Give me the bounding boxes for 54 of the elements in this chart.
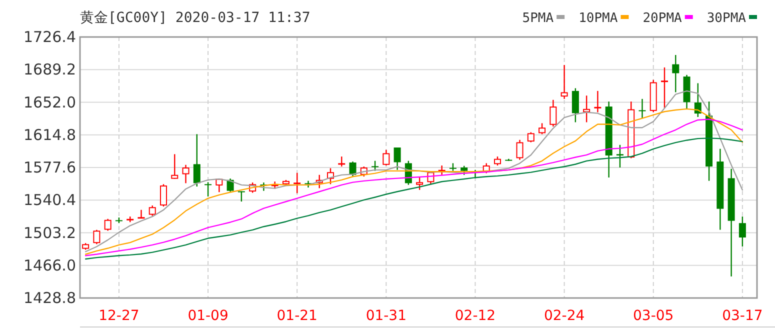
candlestick xyxy=(638,98,646,119)
candlestick xyxy=(416,176,424,190)
candlestick xyxy=(204,182,212,198)
y-tick-label: 1614.8 xyxy=(24,126,76,144)
y-tick-label: 1503.2 xyxy=(24,224,76,242)
candlestick xyxy=(516,139,524,160)
y-tick-label: 1652.0 xyxy=(24,93,76,112)
candlestick xyxy=(460,165,468,176)
x-tick-label: 01-09 xyxy=(188,308,228,324)
candlestick xyxy=(672,54,680,93)
y-tick-label: 1466.0 xyxy=(24,256,76,274)
y-tick-label: 1689.2 xyxy=(24,60,76,79)
candlestick xyxy=(104,218,112,232)
x-tick-label: 02-24 xyxy=(544,308,585,324)
candlestick xyxy=(560,64,568,100)
candlestick xyxy=(583,94,590,123)
candlestick xyxy=(148,204,156,216)
legend-label: 10PMA xyxy=(578,11,618,26)
line-series xyxy=(84,138,744,260)
candlestick xyxy=(527,132,534,143)
x-tick-label: 03-17 xyxy=(722,308,763,324)
candlestick xyxy=(171,154,178,180)
candlestick xyxy=(661,66,668,109)
y-tick-label: 1540.4 xyxy=(24,191,76,210)
candlestick xyxy=(538,122,546,135)
chart-title: 黄金[GC00Y] 2020-03-17 11:37 xyxy=(80,10,310,26)
candlestick xyxy=(372,160,379,172)
y-tick-label: 1577.6 xyxy=(24,158,76,176)
x-tick-label: 01-21 xyxy=(276,308,318,324)
candlestick xyxy=(349,160,356,178)
candlestick xyxy=(394,146,401,170)
candlestick xyxy=(616,144,624,168)
x-tick-label: 01-31 xyxy=(366,308,407,324)
y-tick-label: 1726.4 xyxy=(24,28,76,46)
legend-label: 5PMA xyxy=(522,11,554,26)
candlestick xyxy=(594,90,602,113)
candlestick xyxy=(572,88,579,123)
candlestick xyxy=(550,99,557,128)
legend-label: 30PMA xyxy=(706,11,746,26)
y-tick-label: 1428.8 xyxy=(24,289,76,307)
candlestick xyxy=(382,149,390,166)
candlestick xyxy=(182,164,190,184)
candlestick xyxy=(160,184,167,208)
candlestick xyxy=(738,216,746,248)
candlestick xyxy=(93,229,100,245)
x-tick-label: 02-12 xyxy=(454,308,496,324)
x-tick-label: 12-27 xyxy=(98,308,140,324)
candlestick xyxy=(138,209,145,219)
legend-label: 20PMA xyxy=(642,11,682,26)
x-tick-label: 03-05 xyxy=(633,308,674,324)
candlestick xyxy=(294,172,301,194)
candlestick xyxy=(193,134,200,188)
candlestick xyxy=(338,156,346,168)
candlestick xyxy=(238,190,245,202)
